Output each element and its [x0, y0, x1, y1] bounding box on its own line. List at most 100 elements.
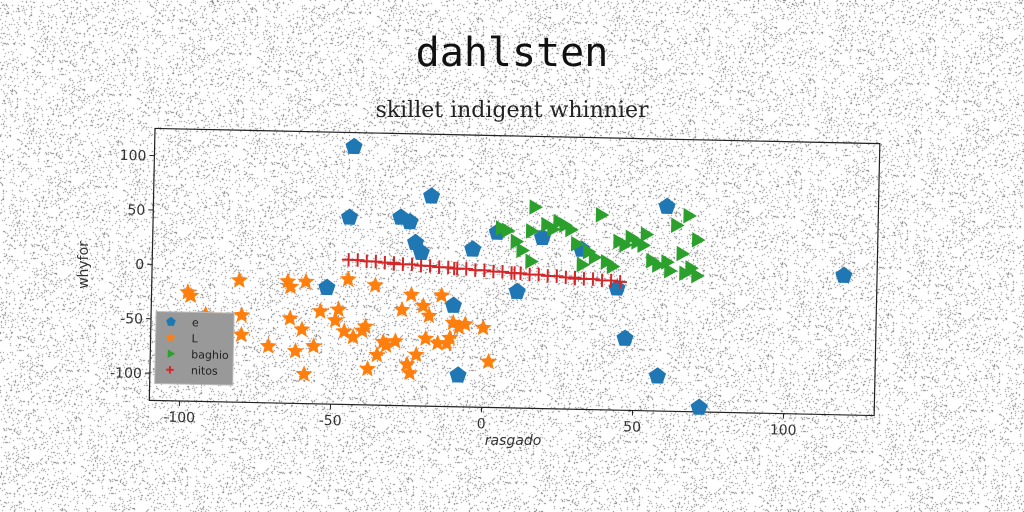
legend-box: [154, 310, 235, 386]
point-l: [326, 311, 344, 328]
x-tick-label: 50: [623, 419, 641, 435]
point-l: [259, 337, 277, 354]
legend-marker-e: [166, 316, 176, 326]
point-nitos: [423, 259, 437, 273]
point-l: [450, 318, 468, 335]
point-l: [366, 276, 384, 293]
point-l: [433, 286, 451, 303]
point-baghio: [652, 257, 666, 273]
x-axis-label: rasgado: [485, 433, 542, 449]
point-e: [533, 228, 552, 246]
point-l: [402, 285, 421, 303]
point-nitos: [531, 267, 546, 282]
point-l: [232, 325, 250, 343]
point-e: [449, 366, 467, 383]
point-l: [417, 329, 435, 347]
point-baghio: [570, 235, 585, 252]
point-l: [414, 296, 432, 314]
point-l: [407, 345, 425, 363]
point-l: [295, 365, 313, 382]
point-baghio: [525, 253, 539, 270]
point-l: [286, 342, 305, 359]
point-baghio: [516, 242, 531, 259]
point-l: [386, 332, 404, 349]
legend-label-baghio: baghio: [191, 348, 229, 362]
point-l: [233, 306, 251, 323]
point-l: [293, 320, 311, 337]
point-l: [456, 315, 474, 332]
point-baghio: [501, 222, 516, 239]
point-baghio: [588, 249, 603, 266]
point-nitos: [477, 263, 492, 278]
legend-label-e: e: [192, 316, 199, 329]
point-nitos: [495, 264, 510, 279]
y-tick-label: 50: [127, 202, 145, 218]
x-tick-label: 100: [770, 422, 797, 439]
point-nitos: [613, 275, 627, 289]
point-baghio: [547, 221, 561, 237]
point-l: [182, 286, 200, 304]
point-nitos: [387, 257, 401, 271]
point-baghio: [529, 199, 544, 215]
point-baghio: [525, 223, 540, 239]
point-l: [230, 271, 249, 288]
point-l: [420, 306, 438, 324]
point-e: [444, 296, 463, 313]
data-points: [179, 137, 853, 415]
point-l: [344, 328, 362, 345]
point-baghio: [683, 207, 697, 224]
legend-marker-nitos: [166, 366, 174, 374]
point-nitos: [405, 257, 419, 272]
point-l: [311, 302, 329, 319]
point-l: [474, 318, 492, 336]
point-nitos: [550, 269, 564, 283]
point-baghio: [676, 245, 691, 262]
point-e: [616, 329, 634, 346]
point-e: [401, 212, 419, 230]
y-axis-label: whyfor: [76, 241, 92, 289]
point-baghio: [691, 232, 706, 248]
point-e: [608, 279, 626, 296]
point-baghio: [664, 263, 678, 279]
point-nitos: [604, 273, 618, 288]
point-l: [329, 300, 348, 318]
legend-marker-l: [165, 332, 176, 342]
chart-subtitle: skillet indigent whinnier: [375, 98, 649, 123]
x-tick-label: 0: [477, 416, 486, 432]
point-e: [690, 398, 708, 415]
y-tick-label: 0: [135, 257, 144, 273]
point-l: [377, 336, 395, 353]
point-l: [393, 300, 411, 318]
point-baghio: [691, 267, 705, 284]
axis-ticks: -100 -50 0 50 100 -100 -50 0 50 100: [110, 148, 797, 439]
point-baghio: [640, 226, 655, 243]
point-l: [356, 317, 374, 334]
point-l: [429, 334, 447, 351]
point-e: [508, 282, 526, 300]
point-baghio: [565, 221, 579, 238]
page-title: dahlsten: [415, 30, 609, 76]
point-l: [282, 277, 300, 295]
point-e: [658, 197, 676, 214]
point-l: [335, 322, 353, 339]
legend-marker-baghio: [167, 349, 176, 359]
point-nitos: [441, 260, 455, 275]
point-baghio: [685, 260, 699, 276]
point-l: [358, 360, 377, 377]
y-tick-label: -50: [120, 311, 143, 327]
point-nitos: [507, 266, 522, 280]
point-e: [341, 208, 359, 225]
y-tick-label: -100: [110, 365, 142, 382]
point-baghio: [576, 256, 591, 273]
y-tick-label: 100: [120, 148, 147, 165]
point-l: [368, 346, 386, 363]
point-l: [444, 313, 462, 331]
x-tick-label: -50: [319, 413, 342, 429]
point-nitos: [350, 253, 365, 267]
point-baghio: [595, 207, 610, 223]
point-baghio: [510, 233, 525, 250]
point-e: [464, 240, 482, 257]
point-e: [835, 266, 853, 283]
